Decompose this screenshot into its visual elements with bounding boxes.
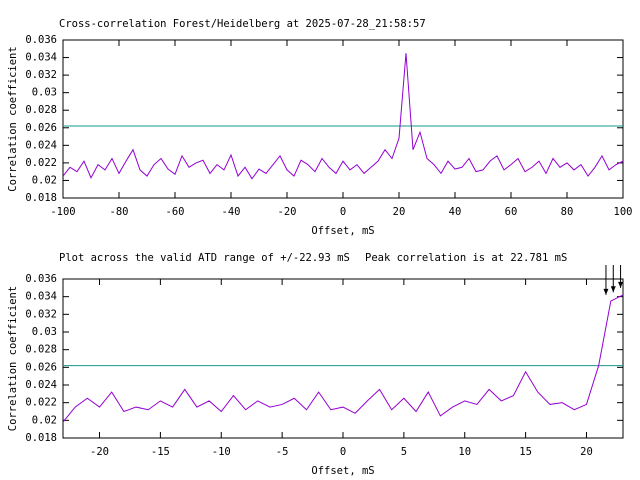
y-tick-label: 0.02: [32, 414, 57, 426]
plot-frame: [62, 278, 624, 439]
y-tick-label: 0.028: [25, 344, 57, 356]
y-axis-label: Correlation coefficient: [7, 46, 19, 191]
y-tick-label: 0.018: [25, 192, 57, 204]
x-tick-label: 0: [340, 206, 346, 218]
x-axis-label: Offset, mS: [311, 465, 374, 477]
y-tick-label: 0.026: [25, 122, 57, 134]
x-tick-label: -20: [278, 206, 297, 218]
x-tick-label: 5: [401, 446, 407, 458]
y-tick-label: 0.024: [25, 379, 57, 391]
x-tick-label: 60: [505, 206, 518, 218]
y-tick-label: 0.022: [25, 397, 57, 409]
y-axis-label: Correlation coefficient: [7, 286, 19, 431]
x-tick-label: -80: [110, 206, 129, 218]
x-tick-label: -100: [50, 206, 75, 218]
data-line: [62, 294, 624, 423]
y-tick-label: 0.024: [25, 139, 57, 151]
data-line: [62, 53, 624, 180]
y-tick-label: 0.018: [25, 432, 57, 444]
y-tick-label: 0.03: [32, 326, 57, 338]
y-tick-label: 0.036: [25, 273, 57, 285]
plot-frame: [62, 39, 624, 199]
annotation: Peak correlation is at 22.781 mS: [365, 252, 567, 264]
x-tick-label: -40: [222, 206, 241, 218]
x-tick-label: -5: [276, 446, 289, 458]
x-tick-label: -20: [90, 446, 109, 458]
y-tick-label: 0.032: [25, 69, 57, 81]
x-tick-label: 80: [561, 206, 574, 218]
chart-title: Plot across the valid ATD range of +/-22…: [59, 252, 350, 264]
x-tick-label: 20: [580, 446, 593, 458]
x-tick-label: 15: [519, 446, 532, 458]
x-tick-label: 100: [614, 206, 633, 218]
y-tick-label: 0.022: [25, 157, 57, 169]
chart-title: Cross-correlation Forest/Heidelberg at 2…: [59, 18, 426, 30]
y-tick-label: 0.034: [25, 52, 57, 64]
peak-arrow-head: [610, 286, 616, 293]
x-tick-label: -60: [166, 206, 185, 218]
x-axis-label: Offset, mS: [311, 225, 374, 237]
y-tick-label: 0.034: [25, 291, 57, 303]
peak-arrow-head: [603, 288, 609, 295]
y-tick-label: 0.028: [25, 104, 57, 116]
x-tick-label: 20: [393, 206, 406, 218]
x-tick-label: -10: [212, 446, 231, 458]
x-tick-label: -15: [151, 446, 170, 458]
peak-arrow-head: [618, 281, 624, 288]
y-tick-label: 0.03: [32, 87, 57, 99]
x-tick-label: 10: [458, 446, 471, 458]
y-tick-label: 0.026: [25, 361, 57, 373]
x-tick-label: 0: [340, 446, 346, 458]
x-tick-label: 40: [449, 206, 462, 218]
y-tick-label: 0.02: [32, 174, 57, 186]
y-tick-label: 0.036: [25, 34, 57, 46]
y-tick-label: 0.032: [25, 308, 57, 320]
